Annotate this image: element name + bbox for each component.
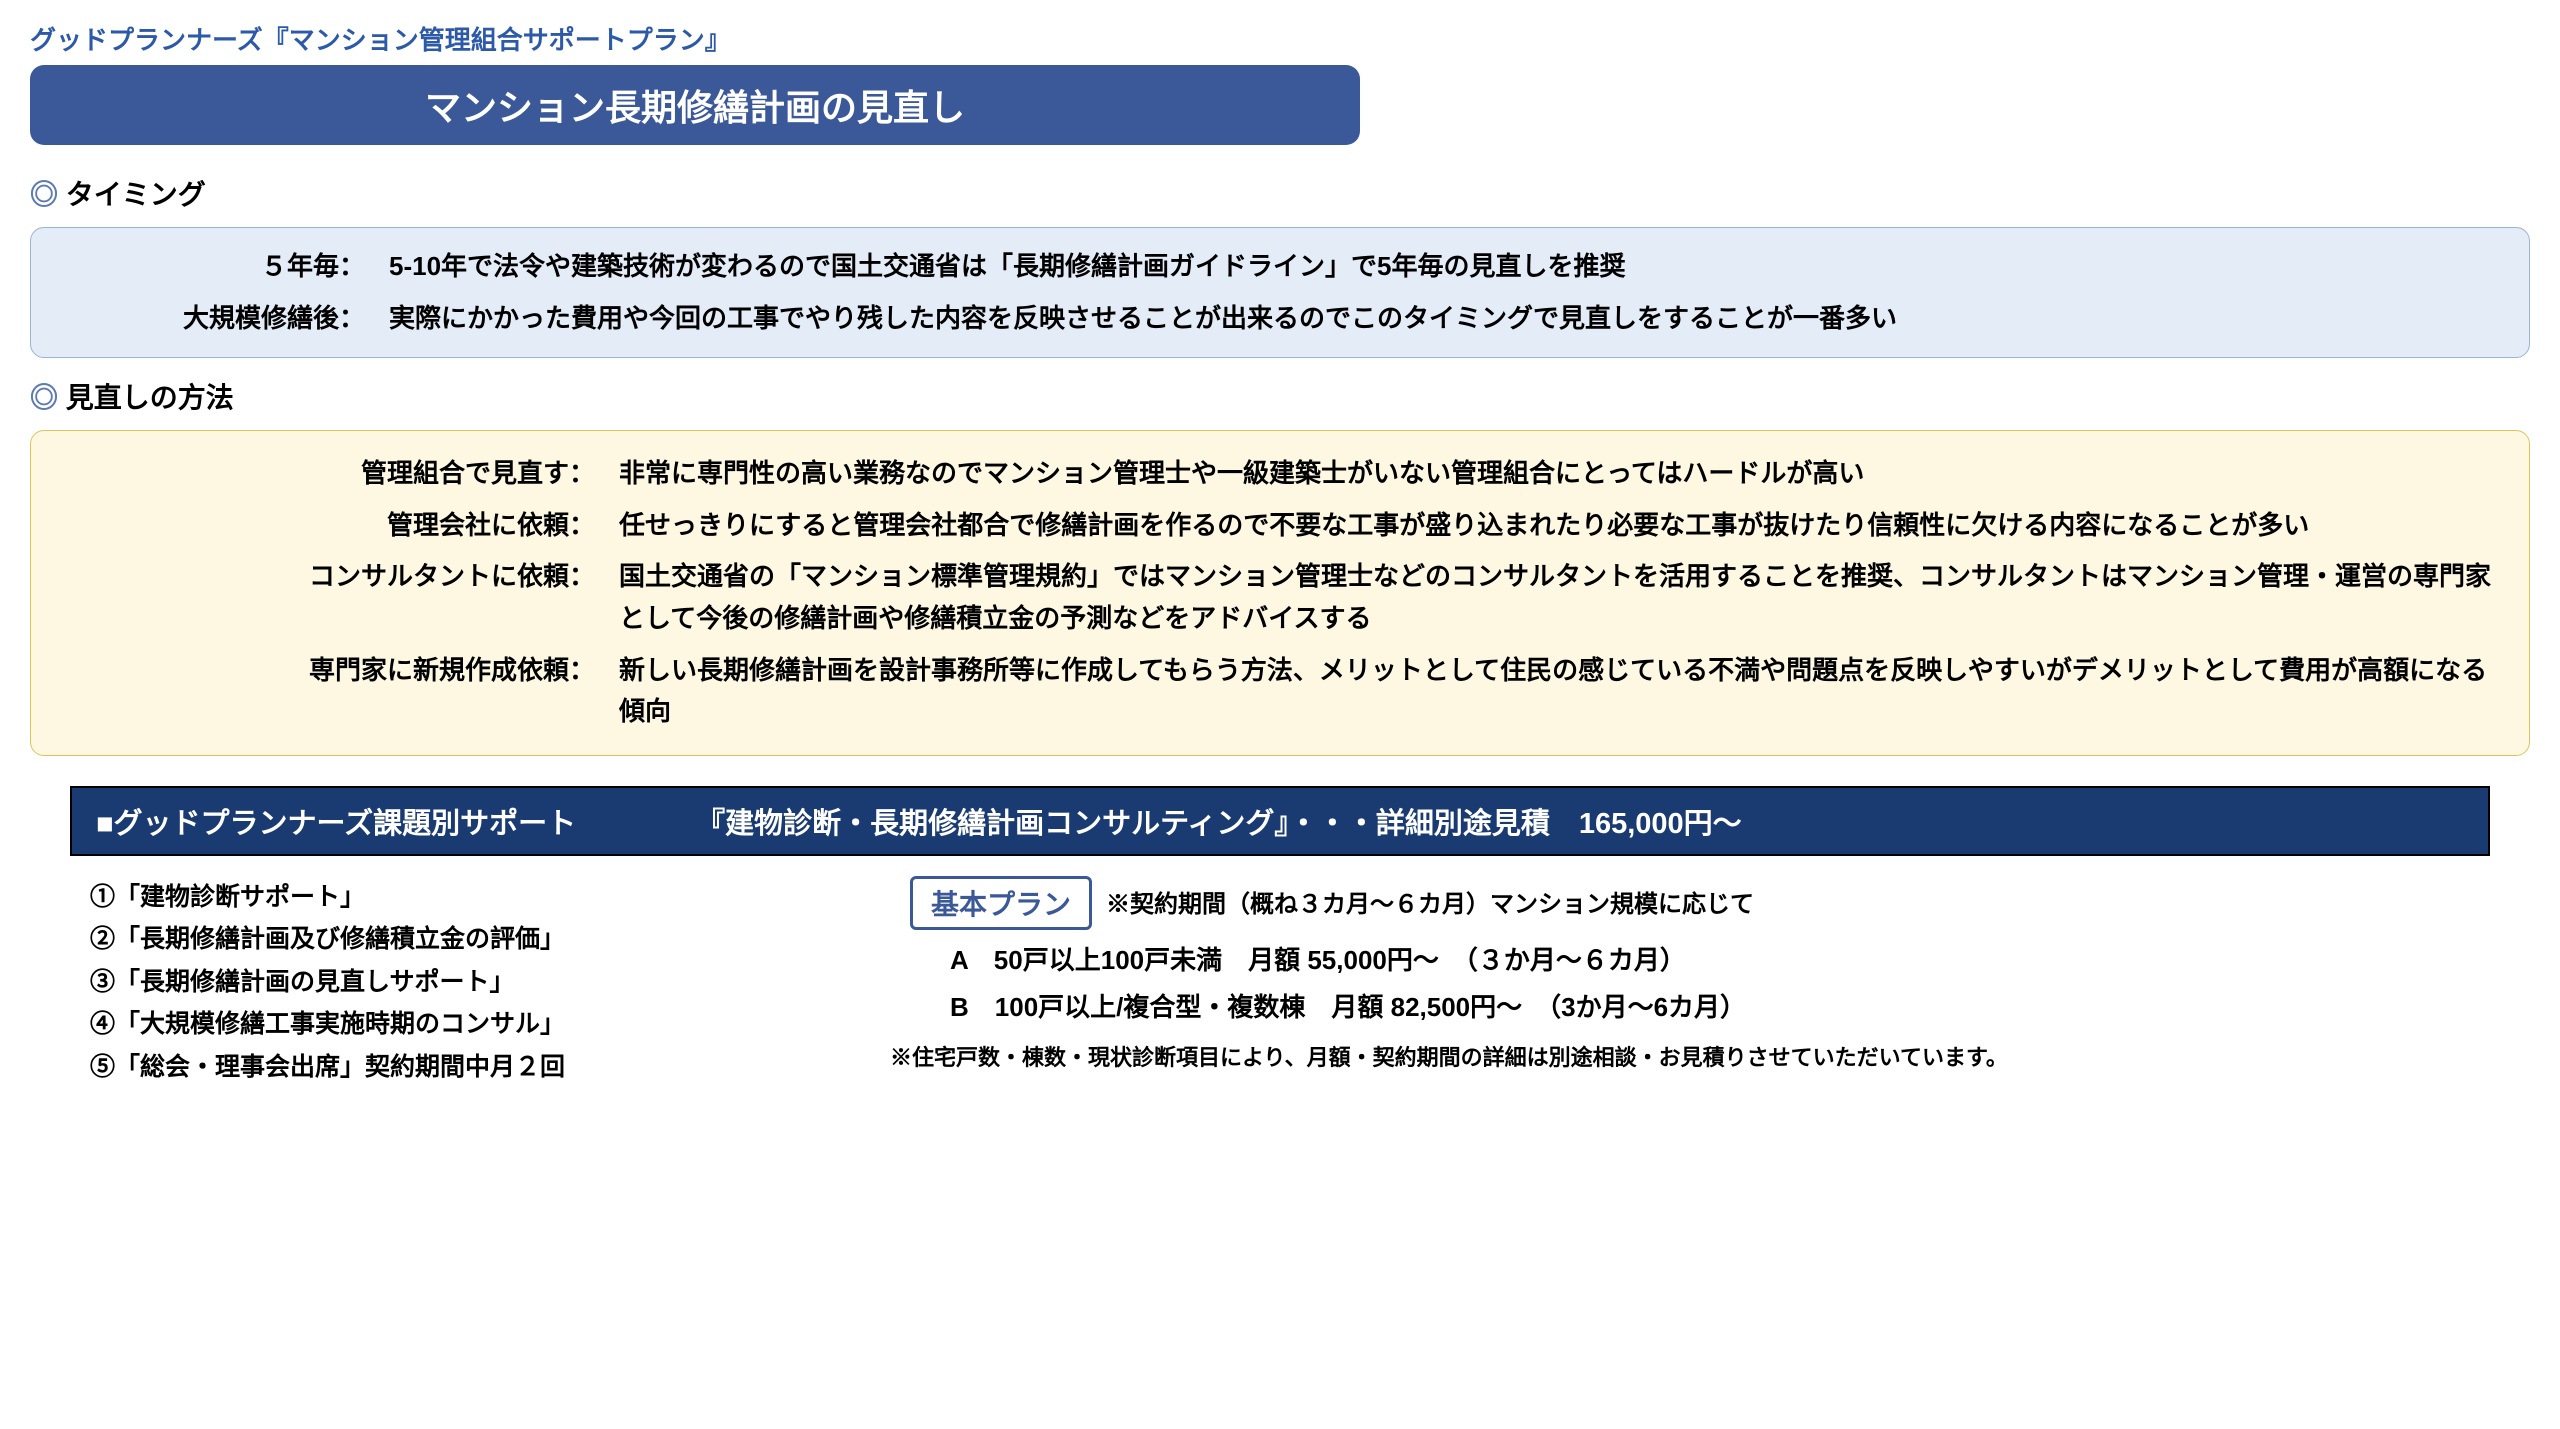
method-row-value: 非常に専門性の高い業務なのでマンション管理士や一級建築士がいない管理組合にとって… xyxy=(619,453,2501,495)
header-brand: グッドプランナーズ『マンション管理組合サポートプラン』 xyxy=(30,20,2530,57)
timing-row-label: 大規模修繕後： xyxy=(59,298,389,340)
banner-part2: 『建物診断・長期修繕計画コンサルティング』・・・詳細別途見積 165,000円～ xyxy=(696,808,1742,840)
plan-panel: 基本プラン ※契約期間（概ね３カ月～６カ月）マンション規模に応じて A 50戸以… xyxy=(910,876,2520,1089)
method-row: コンサルタントに依頼： 国土交通省の「マンション標準管理規約」ではマンション管理… xyxy=(59,556,2501,639)
list-item: ③「長期修繕計画の見直しサポート」 xyxy=(90,961,910,1004)
timing-row-value: 5-10年で法令や建築技術が変わるので国土交通省は「長期修繕計画ガイドライン」で… xyxy=(389,246,2501,288)
list-item: ④「大規模修繕工事実施時期のコンサル」 xyxy=(90,1003,910,1046)
method-row-value: 新しい長期修繕計画を設計事務所等に作成してもらう方法、メリットとして住民の感じて… xyxy=(619,650,2501,733)
timing-row-value: 実際にかかった費用や今回の工事でやり残した内容を反映させることが出来るのでこのタ… xyxy=(389,298,2501,340)
plan-option-a: A 50戸以上100戸未満 月額 55,000円～ （３か月～６カ月） xyxy=(950,940,2520,977)
banner-part1: ■グッドプランナーズ課題別サポート xyxy=(96,808,576,840)
numbered-list: ①「建物診断サポート」 ②「長期修繕計画及び修繕積立金の評価」 ③「長期修繕計画… xyxy=(40,876,910,1089)
list-item: ②「長期修繕計画及び修繕積立金の評価」 xyxy=(90,918,910,961)
timing-row: 大規模修繕後： 実際にかかった費用や今回の工事でやり残した内容を反映させることが… xyxy=(59,298,2501,340)
timing-row-label: ５年毎： xyxy=(59,246,389,288)
method-row: 管理会社に依頼： 任せっきりにすると管理会社都合で修繕計画を作るので不要な工事が… xyxy=(59,505,2501,547)
timing-row: ５年毎： 5-10年で法令や建築技術が変わるので国土交通省は「長期修繕計画ガイド… xyxy=(59,246,2501,288)
method-row-value: 任せっきりにすると管理会社都合で修繕計画を作るので不要な工事が盛り込まれたり必要… xyxy=(619,505,2501,547)
method-row-label: コンサルタントに依頼： xyxy=(59,556,619,598)
timing-box: ５年毎： 5-10年で法令や建築技術が変わるので国土交通省は「長期修繕計画ガイド… xyxy=(30,227,2530,358)
section-heading-timing: ◎ タイミング xyxy=(30,173,2530,213)
list-item: ⑤「総会・理事会出席」契約期間中月２回 xyxy=(90,1046,910,1089)
plan-header: 基本プラン ※契約期間（概ね３カ月～６カ月）マンション規模に応じて xyxy=(910,876,2520,930)
method-row-label: 専門家に新規作成依頼： xyxy=(59,650,619,692)
method-row-label: 管理組合で見直す： xyxy=(59,453,619,495)
bottom-area: ①「建物診断サポート」 ②「長期修繕計画及び修繕積立金の評価」 ③「長期修繕計画… xyxy=(30,876,2530,1089)
basic-plan-badge: 基本プラン xyxy=(910,876,1092,930)
section-heading-method: ◎ 見直しの方法 xyxy=(30,376,2530,416)
plan-footnote: ※住宅戸数・棟数・現状診断項目により、月額・契約期間の詳細は別途相談・お見積りさ… xyxy=(890,1040,2520,1072)
method-row-label: 管理会社に依頼： xyxy=(59,505,619,547)
method-row: 管理組合で見直す： 非常に専門性の高い業務なのでマンション管理士や一級建築士がい… xyxy=(59,453,2501,495)
method-row: 専門家に新規作成依頼： 新しい長期修繕計画を設計事務所等に作成してもらう方法、メ… xyxy=(59,650,2501,733)
plan-term-note: ※契約期間（概ね３カ月～６カ月）マンション規模に応じて xyxy=(1106,876,1754,919)
page-title: マンション長期修繕計画の見直し xyxy=(30,65,1360,145)
list-item: ①「建物診断サポート」 xyxy=(90,876,910,919)
method-box: 管理組合で見直す： 非常に専門性の高い業務なのでマンション管理士や一級建築士がい… xyxy=(30,430,2530,756)
support-banner: ■グッドプランナーズ課題別サポート 『建物診断・長期修繕計画コンサルティング』・・… xyxy=(70,786,2490,856)
method-row-value: 国土交通省の「マンション標準管理規約」ではマンション管理士などのコンサルタントを… xyxy=(619,556,2501,639)
plan-option-b: B 100戸以上/複合型・複数棟 月額 82,500円～ （3か月～6カ月） xyxy=(950,987,2520,1024)
